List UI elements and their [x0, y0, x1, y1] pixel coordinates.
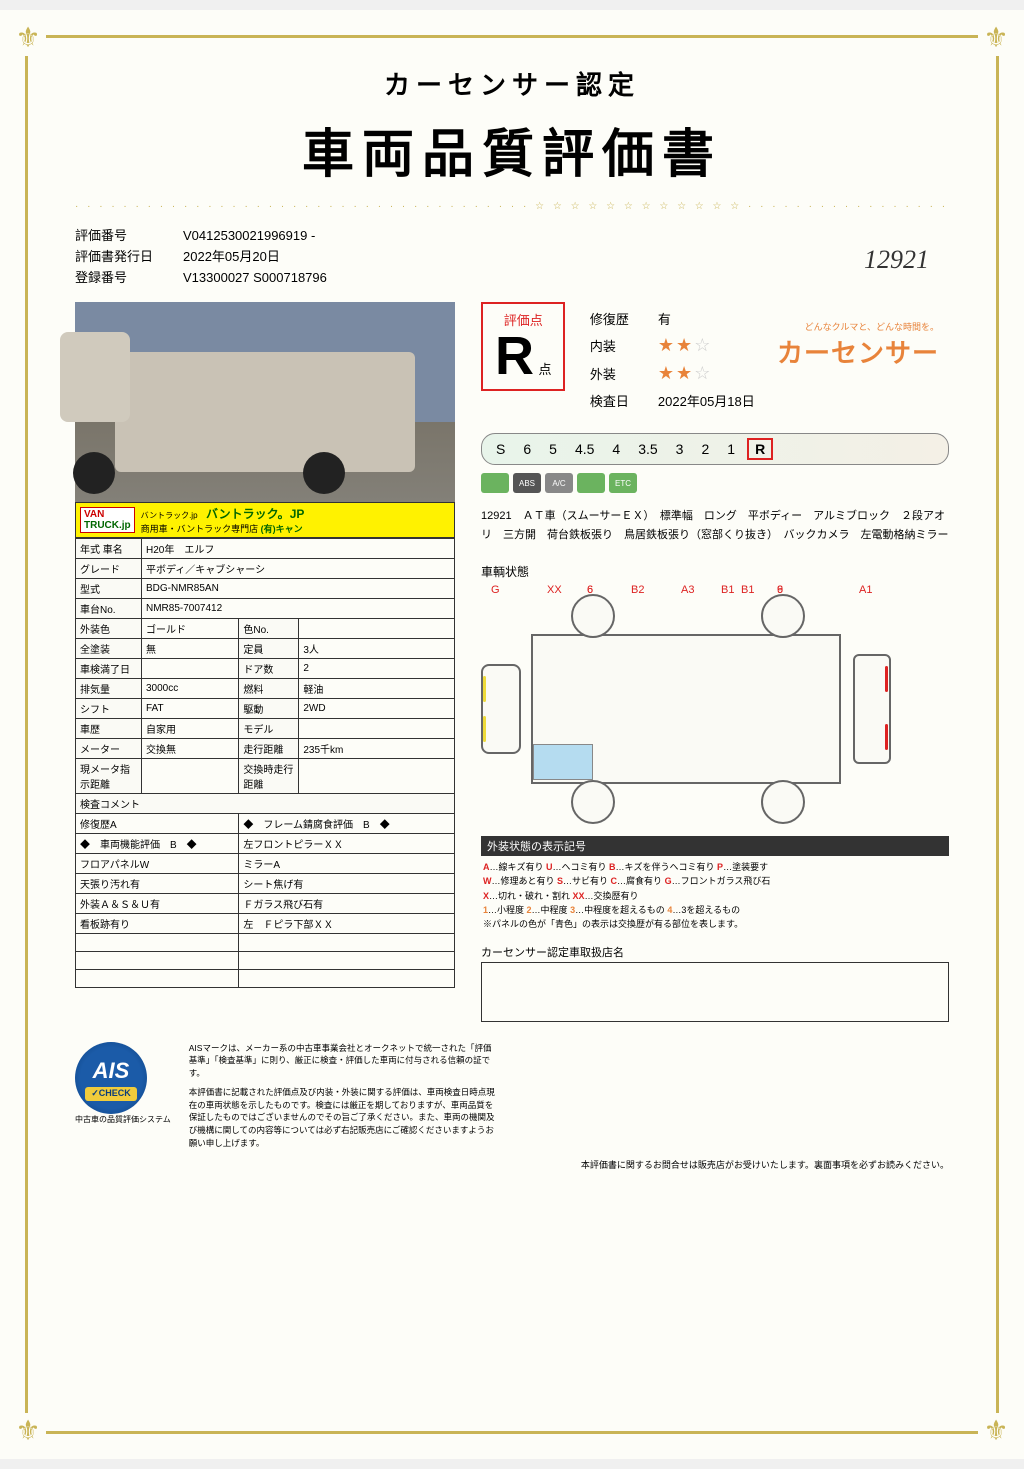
dealer-banner: VANTRUCK.jp バントラック.jp バントラック。JP 商用車・バントラ… — [75, 502, 455, 538]
corner-ornament: ⚜ — [10, 1413, 46, 1449]
dealer-label: カーセンサー認定車取扱店名 — [481, 944, 949, 960]
disclaimer-p1: AISマークは、メーカー系の中古車事業会社とオークネットで統一された「評価基準」… — [189, 1042, 499, 1080]
rating-value: 2022年05月18日 — [658, 391, 755, 410]
vehicle-notes: 12921 ＡＴ車（スムーサーＥＸ） 標準幅 ロング 平ボディー アルミブロック… — [481, 507, 949, 544]
banner-company: (有)キャン — [261, 524, 303, 534]
rating-value: 有 — [658, 309, 671, 328]
diagram-mark: A1 — [859, 584, 872, 596]
diagram-title: 車輌状態 — [481, 563, 949, 580]
corner-ornament: ⚜ — [978, 1413, 1014, 1449]
meta-value: V13300027 S000718796 — [183, 268, 327, 289]
diagram-mark: B2 — [631, 584, 644, 596]
divider: · · · · · · · · · · · · · · · · · · · · … — [75, 201, 949, 212]
header: カーセンサー認定 車両品質評価書 — [75, 65, 949, 187]
left-column: VANTRUCK.jp バントラック.jp バントラック。JP 商用車・バントラ… — [75, 302, 455, 1021]
disclaimer: AISマークは、メーカー系の中古車事業会社とオークネットで統一された「評価基準」… — [189, 1042, 499, 1150]
vehicle-photo — [75, 302, 455, 502]
truck-illustration — [115, 352, 415, 472]
rating-label: 外装 — [590, 364, 658, 383]
rating-table: 修復歴有 内装★★☆ 外装★★☆ 検査日2022年05月18日 — [590, 302, 755, 417]
right-column: 評価点 R 点 修復歴有 内装★★☆ 外装★★☆ 検査日2022年05月18日 … — [481, 302, 949, 1021]
brand: どんなクルマと、どんな時間を。 カーセンサー — [777, 320, 939, 370]
vehicle-diagram: 6 6 B2 B1 G A3 A1 XX B1 6 9 — [481, 584, 949, 824]
document-page: ⚜ ⚜ ⚜ ⚜ カーセンサー認定 車両品質評価書 12921 · · · · ·… — [0, 10, 1024, 1459]
score-unit: 点 — [538, 362, 551, 377]
meta-label: 登録番号 — [75, 268, 165, 289]
banner-text: バントラック。JP — [206, 507, 304, 521]
ais-badge: AIS ✓CHECK — [75, 1042, 147, 1114]
diagram-mark: G — [491, 584, 500, 596]
legend: A…線キズ有り U…ヘコミ有り B…キズを伴うヘコミ有り P…塗装要す W…修理… — [481, 856, 949, 936]
diagram-mark: XX — [547, 584, 562, 596]
score-box: 評価点 R 点 — [481, 302, 565, 391]
meta-value: 2022年05月20日 — [183, 247, 280, 268]
star-rating: ★★☆ — [658, 335, 712, 356]
disclaimer-p2: 本評価書に記載された評価点及び内装・外装に関する評価は、車両検査日時点現在の車両… — [189, 1086, 499, 1150]
ais-check: ✓CHECK — [85, 1087, 137, 1101]
diagram-mark: B1 — [721, 584, 734, 596]
ais-sub: 中古車の品質評価システム — [75, 1114, 171, 1126]
diagram-mark: B1 — [741, 584, 754, 596]
legend-header: 外装状態の表示記号 — [481, 836, 949, 856]
banner-logo: VANTRUCK.jp — [80, 507, 135, 533]
rating-label: 修復歴 — [590, 309, 658, 328]
page-title: 車両品質評価書 — [75, 112, 949, 187]
diagram-mark: A3 — [681, 584, 694, 596]
diagram-mark: 9 — [777, 584, 783, 596]
meta-value: V0412530021996919 - — [183, 226, 315, 247]
banner-kana: バントラック.jp — [141, 511, 198, 520]
rating-label: 検査日 — [590, 391, 658, 410]
dealer-box — [481, 962, 949, 1022]
brand-name: カーセンサー — [777, 333, 939, 370]
meta-label: 評価番号 — [75, 226, 165, 247]
spec-table: 年式 車名H20年 エルフグレード平ボディ／キャブシャーシ型式BDG-NMR85… — [75, 538, 455, 988]
banner-sub: 商用車・バントラック専門店 — [141, 524, 258, 534]
ais-name: AIS — [93, 1054, 130, 1087]
footer: AIS ✓CHECK 中古車の品質評価システム AISマークは、メーカー系の中古… — [75, 1042, 949, 1150]
star-rating: ★★☆ — [658, 363, 712, 384]
rating-label: 内装 — [590, 336, 658, 355]
footer-note: 本評価書に関するお問合せは販売店がお受けいたします。裏面事項を必ずお読みください… — [75, 1158, 949, 1171]
diagram-mark: 6 — [587, 584, 593, 596]
handwritten-note: 12921 — [864, 245, 929, 275]
subtitle: カーセンサー認定 — [75, 65, 949, 102]
feature-badges: ABSA/CETC — [481, 473, 949, 493]
brand-tagline: どんなクルマと、どんな時間を。 — [777, 320, 939, 333]
score-grade: R — [495, 326, 534, 386]
grade-scale: S654.543.5321R — [481, 433, 949, 465]
meta-block: 評価番号 V0412530021996919 - 評価書発行日 2022年05月20… — [75, 226, 949, 288]
meta-label: 評価書発行日 — [75, 247, 165, 268]
